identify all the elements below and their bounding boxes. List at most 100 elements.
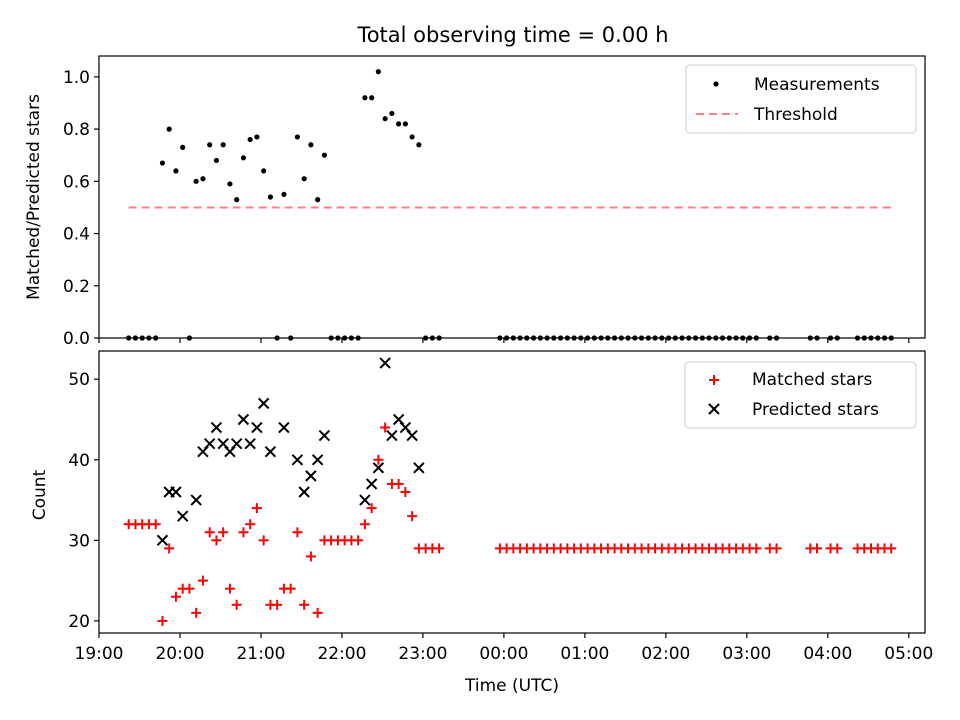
measurement-point: [389, 110, 395, 117]
measurement-point: [281, 191, 287, 197]
measurement-point: [254, 134, 260, 140]
chart-title: Total observing time = 0.00 h: [356, 23, 668, 47]
matched-star-point: [258, 535, 269, 546]
bottom-xtick-label: 20:00: [155, 644, 204, 664]
legend-threshold-label: Threshold: [753, 105, 838, 125]
measurement-point: [227, 181, 233, 187]
legend-predicted-label: Predicted stars: [752, 400, 879, 420]
predicted-star-point: [365, 478, 378, 490]
top-ytick-label: 0.4: [63, 225, 90, 245]
bottom-ytick-label: 50: [68, 370, 90, 390]
predicted-star-point: [311, 454, 324, 466]
bottom-legend: Matched stars Predicted stars: [684, 361, 917, 429]
bottom-xtick-label: 19:00: [75, 644, 124, 664]
predicted-star-point: [413, 462, 425, 474]
top-y-axis: 0.0 0.2 0.4 0.6 0.8 1.0: [63, 68, 99, 349]
top-x-axis: [98, 338, 910, 343]
bottom-series: [123, 357, 897, 626]
matched-star-point: [751, 543, 762, 554]
matched-star-point: [812, 543, 823, 554]
predicted-star-point: [406, 429, 418, 442]
bottom-xtick-label: 03:00: [722, 644, 771, 664]
legend-matched-label: Matched stars: [752, 370, 872, 390]
matched-star-point: [832, 543, 843, 554]
bottom-xtick-label: 23:00: [398, 644, 447, 664]
measurement-point: [200, 176, 206, 182]
top-ytick-label: 0.0: [63, 329, 90, 349]
bottom-x-axis: 19:00 20:00 21:00 22:00 23:00 00:00 01:00 02:00…: [75, 633, 933, 664]
matched-star-point: [251, 503, 262, 514]
predicted-star-point: [379, 357, 391, 369]
predicted-star-point: [176, 510, 189, 522]
measurement-point: [416, 142, 422, 148]
bottom-ylabel: Count: [30, 469, 50, 520]
matched-star-point: [292, 527, 303, 538]
top-series: [126, 69, 894, 341]
matched-star-point: [285, 583, 296, 594]
matched-star-point: [204, 527, 215, 538]
measurement-point: [402, 121, 408, 127]
predicted-star-point: [244, 437, 256, 450]
top-ytick-label: 1.0: [63, 68, 90, 88]
measurement-point: [247, 136, 253, 143]
measurement-point: [409, 134, 415, 140]
top-ylabel: Matched/Predicted stars: [24, 94, 44, 300]
matched-star-point: [407, 511, 418, 522]
legend-predicted-marker: [708, 403, 720, 415]
measurement-point: [308, 142, 314, 148]
matched-star-point: [218, 527, 229, 538]
bottom-axes-frame: [98, 350, 926, 634]
top-legend-box: [685, 64, 917, 134]
matched-star-point: [211, 535, 222, 546]
legend-measurements-label: Measurements: [754, 75, 880, 95]
matched-star-point: [150, 519, 161, 530]
measurement-point: [166, 126, 172, 132]
predicted-star-point: [257, 397, 270, 410]
legend-measurements-marker: [713, 81, 719, 87]
top-ytick-label: 0.2: [63, 277, 90, 297]
count-panel: Count Time (UTC) 20 30 40 50 19:00 20:00 21:0…: [30, 350, 933, 696]
measurement-point: [220, 142, 226, 148]
predicted-star-point: [264, 446, 277, 458]
predicted-star-point: [190, 494, 202, 506]
bottom-xtick-label: 22:00: [317, 644, 366, 664]
predicted-star-point: [170, 486, 182, 498]
measurement-point: [180, 144, 186, 150]
measurement-point: [396, 121, 402, 127]
measurement-point: [213, 157, 220, 164]
predicted-star-point: [251, 421, 263, 434]
matched-star-point: [231, 599, 242, 610]
predicted-star-point: [318, 429, 331, 442]
bottom-xlabel: Time (UTC): [464, 676, 559, 696]
predicted-star-point: [156, 534, 169, 547]
matched-star-point: [434, 543, 445, 554]
measurement-point: [294, 134, 301, 140]
bottom-xtick-label: 02:00: [641, 644, 690, 664]
top-legend: Measurements Threshold: [685, 64, 917, 134]
measurement-point: [267, 194, 274, 200]
measurement-point: [240, 155, 247, 161]
matched-star-point: [393, 478, 404, 489]
bottom-ytick-label: 20: [68, 612, 90, 632]
ratio-panel: Matched/Predicted stars 0.0 0.2 0.4 0.6 0.8 1…: [24, 55, 926, 349]
matched-star-point: [366, 503, 377, 514]
predicted-star-point: [386, 429, 398, 442]
measurement-point: [173, 168, 179, 174]
bottom-xtick-label: 01:00: [560, 644, 609, 664]
predicted-star-point: [291, 454, 304, 466]
predicted-star-point: [372, 462, 385, 474]
top-ytick-label: 0.8: [63, 120, 90, 140]
measurement-point: [362, 95, 368, 101]
matched-star-point: [380, 422, 391, 433]
matched-star-point: [886, 543, 897, 554]
measurement-point: [382, 116, 388, 122]
predicted-star-point: [278, 421, 290, 434]
bottom-xtick-label: 05:00: [884, 644, 933, 664]
bottom-ytick-label: 30: [68, 531, 90, 551]
predicted-star-point: [298, 486, 310, 498]
measurement-point: [193, 178, 199, 184]
measurement-point: [301, 176, 307, 182]
measurement-point: [315, 197, 321, 203]
matched-star-point: [224, 583, 235, 594]
